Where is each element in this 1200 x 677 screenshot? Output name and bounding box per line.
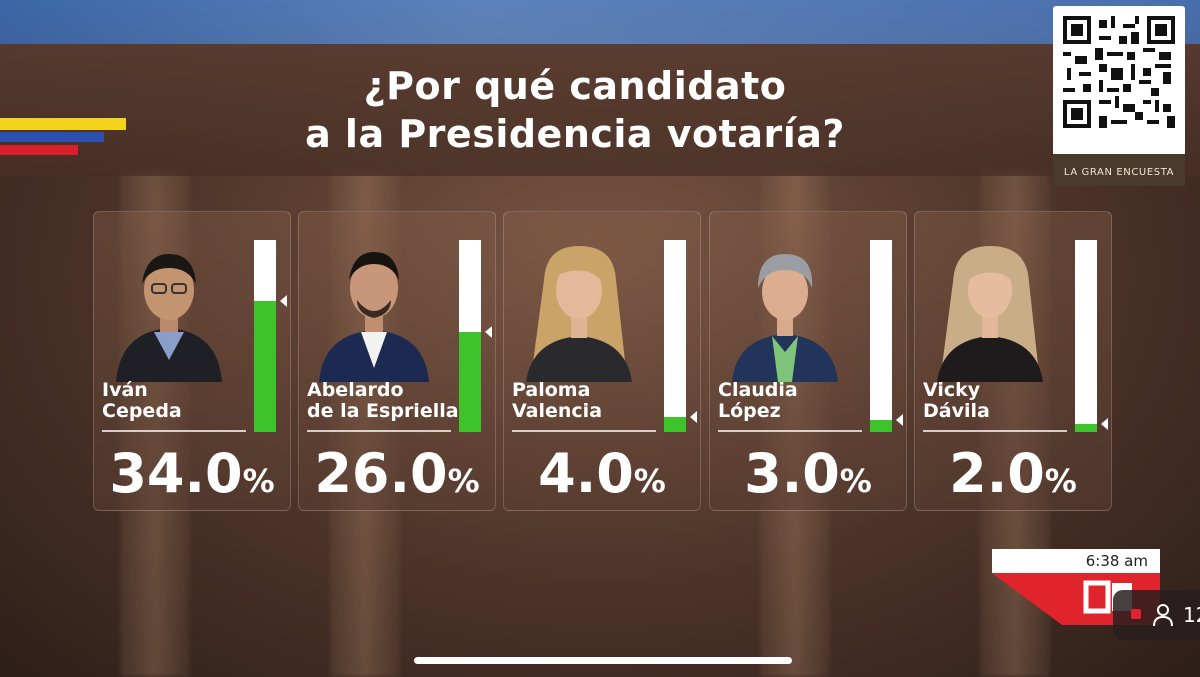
- divider: [923, 430, 1067, 432]
- vote-bar-fill: [459, 332, 481, 432]
- candidate-card: Vicky Dávila 2.0%: [914, 211, 1112, 511]
- vote-value: 26.0: [314, 442, 448, 505]
- candidate-first-name: Claudia: [718, 379, 798, 401]
- vote-bar-marker: [280, 295, 287, 307]
- vote-bar-fill: [870, 420, 892, 432]
- divider: [512, 430, 656, 432]
- percent-sign: %: [242, 462, 275, 500]
- candidate-name: Vicky Dávila: [923, 380, 990, 422]
- candidate-name: Paloma Valencia: [512, 380, 602, 422]
- vote-bar-marker: [690, 411, 697, 423]
- flag-stripe-yellow: [0, 118, 126, 130]
- viewer-count: 12: [1183, 603, 1200, 627]
- qr-code-icon: [1063, 16, 1175, 128]
- vote-value: 2.0: [949, 442, 1045, 505]
- live-viewers-pill[interactable]: 12: [1113, 590, 1200, 640]
- flag-stripe-red: [0, 145, 78, 155]
- percent-sign: %: [633, 462, 666, 500]
- candidate-card: Abelardo de la Espriella 26.0%: [298, 211, 496, 511]
- vote-bar-marker: [485, 326, 492, 338]
- vote-bar: [459, 240, 481, 432]
- vote-bar: [870, 240, 892, 432]
- candidate-first-name: Abelardo: [307, 379, 404, 401]
- vote-percentage: 3.0%: [710, 442, 906, 513]
- vote-bar-marker: [1101, 418, 1108, 430]
- clock-time: 6:38 am: [992, 549, 1160, 573]
- candidate-card: Iván Cepeda 34.0%: [93, 211, 291, 511]
- poll-question-line1: ¿Por qué candidato: [363, 64, 787, 108]
- vote-percentage: 34.0%: [94, 442, 290, 513]
- percent-sign: %: [1044, 462, 1077, 500]
- vote-bar-fill: [254, 301, 276, 432]
- candidate-photo: [732, 254, 838, 382]
- candidate-photo: [526, 246, 632, 382]
- live-dot-icon: [1131, 609, 1141, 619]
- divider: [102, 430, 246, 432]
- vote-percentage: 2.0%: [915, 442, 1111, 513]
- qr-badge[interactable]: LA GRAN ENCUESTA: [1053, 6, 1185, 186]
- poll-question-line2: a la Presidencia votaría?: [305, 112, 845, 156]
- candidate-name: Abelardo de la Espriella: [307, 380, 459, 422]
- vote-bar-fill: [664, 417, 686, 432]
- candidate-name: Claudia López: [718, 380, 798, 422]
- candidate-first-name: Iván: [102, 379, 148, 401]
- vote-bar: [254, 240, 276, 432]
- candidate-card: Claudia López 3.0%: [709, 211, 907, 511]
- candidate-last-name: Cepeda: [102, 400, 182, 422]
- candidate-last-name: Valencia: [512, 400, 603, 422]
- vote-value: 4.0: [538, 442, 634, 505]
- vote-bar: [664, 240, 686, 432]
- vote-percentage: 4.0%: [504, 442, 700, 513]
- vote-bar-marker: [896, 414, 903, 426]
- vote-bar: [1075, 240, 1097, 432]
- poll-question: ¿Por qué candidato a la Presidencia vota…: [250, 62, 900, 158]
- vote-value: 3.0: [744, 442, 840, 505]
- candidate-first-name: Paloma: [512, 379, 591, 401]
- vote-bar-fill: [1075, 424, 1097, 432]
- candidate-name: Iván Cepeda: [102, 380, 182, 422]
- candidate-card: Paloma Valencia 4.0%: [503, 211, 701, 511]
- top-strip: [0, 0, 1200, 44]
- candidate-last-name: López: [718, 400, 781, 422]
- candidate-last-name: Dávila: [923, 400, 990, 422]
- qr-caption: LA GRAN ENCUESTA: [1053, 154, 1185, 186]
- person-icon: [1153, 604, 1173, 627]
- percent-sign: %: [447, 462, 480, 500]
- vote-percentage: 26.0%: [299, 442, 495, 513]
- candidate-photo: [319, 252, 429, 382]
- divider: [718, 430, 862, 432]
- clock-time-text: 6:38 am: [1085, 552, 1148, 570]
- header-panel: [0, 44, 1200, 176]
- home-indicator[interactable]: [414, 657, 792, 664]
- flag-stripe-blue: [0, 132, 104, 142]
- candidate-first-name: Vicky: [923, 379, 981, 401]
- candidate-photo: [937, 246, 1043, 382]
- percent-sign: %: [839, 462, 872, 500]
- candidate-photo: [116, 254, 222, 382]
- divider: [307, 430, 451, 432]
- vote-value: 34.0: [109, 442, 243, 505]
- candidate-last-name: de la Espriella: [307, 400, 459, 422]
